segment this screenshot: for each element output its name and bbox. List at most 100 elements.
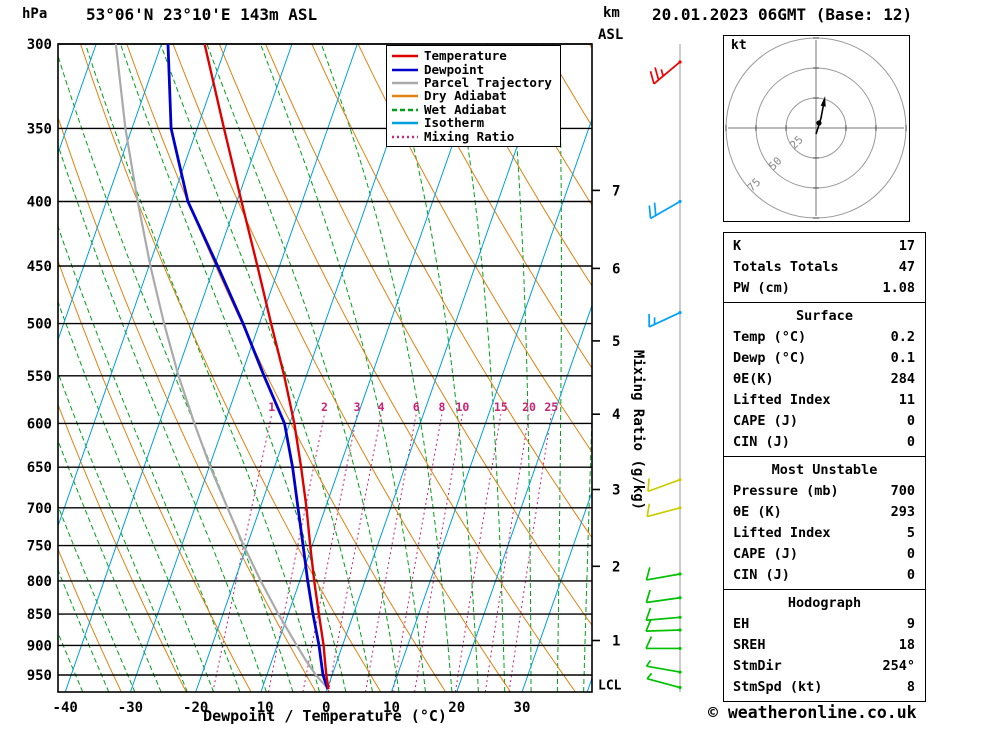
wind-barb-line — [645, 618, 652, 632]
wet-adiabat-line — [556, 44, 562, 692]
panel-value: 0 — [906, 413, 915, 429]
wind-barb-base — [678, 310, 682, 315]
mixing-ratio-label: 1 — [268, 400, 275, 414]
data-panel: Surface Temp (°C) 0.2 Dewp (°C) 0.1 θE(K) 284 L… — [723, 302, 926, 457]
wind-barb — [649, 60, 682, 85]
wind-barb — [647, 478, 682, 493]
wind-barb-line — [654, 67, 660, 81]
skewt-background — [58, 44, 592, 692]
wind-barb-line — [646, 677, 681, 689]
wet-adiabat-line — [58, 143, 267, 692]
panel-row: K 17 — [724, 236, 925, 257]
dry-adiabat-line — [80, 44, 382, 692]
wind-barb-base — [678, 615, 682, 619]
legend-swatch — [392, 103, 418, 116]
panel-row: StmSpd (kt) 8 — [724, 677, 925, 698]
wind-barb-line — [646, 672, 653, 680]
pressure-tick-label: 950 — [27, 668, 52, 684]
wet-adiabat-line — [58, 439, 162, 692]
wet-adiabat-line — [58, 504, 136, 692]
wind-barb-base — [678, 572, 682, 576]
temp-tick-label: 30 — [514, 700, 531, 716]
panel-row: Pressure (mb) 700 — [724, 481, 925, 502]
wet-adiabat-line — [58, 371, 188, 692]
panel-header: Surface — [796, 308, 853, 324]
panel-row: Lifted Index 11 — [724, 390, 925, 411]
panel-value: 0 — [906, 567, 915, 583]
panel-label: θE(K) — [733, 371, 774, 387]
panel-label: SREH — [733, 637, 766, 653]
x-axis-label: Dewpoint / Temperature (°C) — [203, 707, 447, 725]
panel-value: 284 — [890, 371, 915, 387]
panel-label: Totals Totals — [733, 259, 839, 275]
wet-adiabat-line — [84, 44, 320, 692]
panel-value: 8 — [906, 679, 915, 695]
km-tick-label: 7 — [612, 183, 620, 199]
legend-label: Wet Adiabat — [424, 101, 507, 117]
panel-row: Lifted Index 5 — [724, 523, 925, 544]
wet-adiabat-line — [507, 44, 532, 692]
pressure-tick-label: 900 — [27, 638, 52, 654]
panel-row: SREH 18 — [724, 635, 925, 656]
wind-barb — [645, 567, 682, 581]
data-panel: K 17 Totals Totals 47 PW (cm) 1.08 — [723, 232, 926, 303]
wind-barb-line — [653, 61, 681, 85]
wind-barb — [645, 589, 682, 604]
panel-label: CAPE (J) — [733, 546, 799, 562]
wind-barb-line — [648, 311, 681, 328]
dry-adiabat-line — [218, 44, 576, 692]
wind-barb-line — [645, 607, 652, 621]
wind-barb-line — [649, 71, 655, 85]
panel-row: Totals Totals 47 — [724, 257, 925, 278]
mixing-ratio-label: 8 — [438, 400, 445, 414]
mixing-ratio-line — [268, 414, 325, 692]
wind-barb — [645, 618, 682, 632]
legend-item: Wet Adiabat — [392, 101, 552, 117]
wind-barb-base — [678, 685, 682, 690]
pressure-tick-label: 400 — [27, 194, 52, 210]
isotherm-line — [129, 44, 358, 692]
mixing-ratio-label: 3 — [354, 400, 361, 414]
mixing-ratio-line — [454, 414, 502, 692]
mixing-ratio-label: 25 — [544, 400, 558, 414]
mixing-ratio-line — [484, 414, 530, 692]
legend-label: Isotherm — [424, 115, 485, 131]
asl-axis-unit: ASL — [598, 27, 624, 43]
temp-tick-label: -40 — [53, 700, 78, 716]
panel-row: PW (cm) 1.08 — [724, 278, 925, 299]
skewt-chart: 3003504004505005506006507007508008509009… — [27, 37, 682, 716]
wet-adiabat-line — [160, 44, 373, 692]
panel-value: 18 — [898, 637, 915, 653]
pressure-tick-label: 300 — [27, 37, 52, 53]
km-tick-label: 1 — [612, 633, 620, 649]
panel-label: Lifted Index — [733, 525, 831, 541]
isotherm-line — [325, 44, 554, 692]
panel-row: CAPE (J) 0 — [724, 544, 925, 565]
panel-label: CAPE (J) — [733, 413, 799, 429]
hodograph: 25 50 75 kt — [723, 35, 910, 222]
wet-adiabat-line — [119, 44, 347, 692]
isotherm-line — [195, 44, 423, 692]
mixing-ratio-label: 10 — [456, 400, 470, 414]
data-panel: Most Unstable Pressure (mb) 700 θE (K) 293 Li… — [723, 456, 926, 590]
wind-barb-base — [678, 199, 682, 204]
isotherm-line — [58, 44, 162, 342]
wind-barb-line — [646, 596, 681, 604]
legend-swatch — [392, 116, 418, 129]
panel-label: Pressure (mb) — [733, 483, 839, 499]
legend-label: Parcel Trajectory — [424, 74, 552, 90]
wind-barb-line — [647, 478, 650, 492]
km-tick-label: 3 — [612, 483, 620, 499]
wet-adiabat-line — [583, 401, 592, 692]
panel-value: 0 — [906, 546, 915, 562]
mixing-ratio-label: 15 — [494, 400, 508, 414]
panel-label: PW (cm) — [733, 280, 790, 296]
panel-row: EH 9 — [724, 614, 925, 635]
pressure-tick-label: 550 — [27, 369, 52, 385]
wind-barb-line — [645, 636, 653, 649]
legend-swatch — [392, 89, 418, 102]
wind-barb-line — [646, 506, 681, 518]
indices-panels: K 17 Totals Totals 47 PW (cm) 1.08 Surface Temp… — [723, 232, 926, 702]
temp-tick-label: 10 — [383, 700, 400, 716]
